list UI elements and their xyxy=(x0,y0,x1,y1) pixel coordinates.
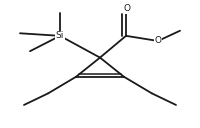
Text: Si: Si xyxy=(56,31,64,40)
Text: O: O xyxy=(154,36,162,45)
Text: O: O xyxy=(124,4,130,13)
